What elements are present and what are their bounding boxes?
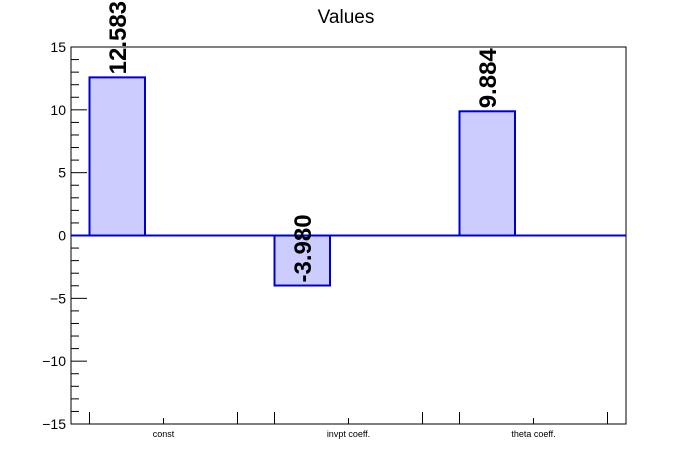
plot-axes: −15 −10 −5 0 5 10 15 xyxy=(42,39,627,432)
bar xyxy=(273,234,331,287)
data-labels: const 12.583 invpt coeff. -3.980 theta coeff… xyxy=(105,1,555,439)
y-tick-label: −5 xyxy=(50,290,66,306)
y-tick-label: 10 xyxy=(50,102,66,118)
bar-series xyxy=(71,76,626,287)
y-tick-label: −15 xyxy=(42,416,66,432)
x-category-label: const xyxy=(153,429,175,439)
data-label: 12.583 xyxy=(105,1,132,74)
y-tick-label: 5 xyxy=(58,165,66,181)
x-category-label: invpt coeff. xyxy=(327,429,370,439)
y-tick-label: 15 xyxy=(50,39,66,55)
y-tick-label: −10 xyxy=(42,353,66,369)
bar xyxy=(458,110,516,237)
x-category-label: theta coeff. xyxy=(511,429,555,439)
data-label: -3.980 xyxy=(290,214,317,282)
data-label: 9.884 xyxy=(475,48,502,109)
chart-title: Values xyxy=(318,7,375,28)
bar xyxy=(88,76,146,237)
y-tick-label: 0 xyxy=(58,228,66,244)
